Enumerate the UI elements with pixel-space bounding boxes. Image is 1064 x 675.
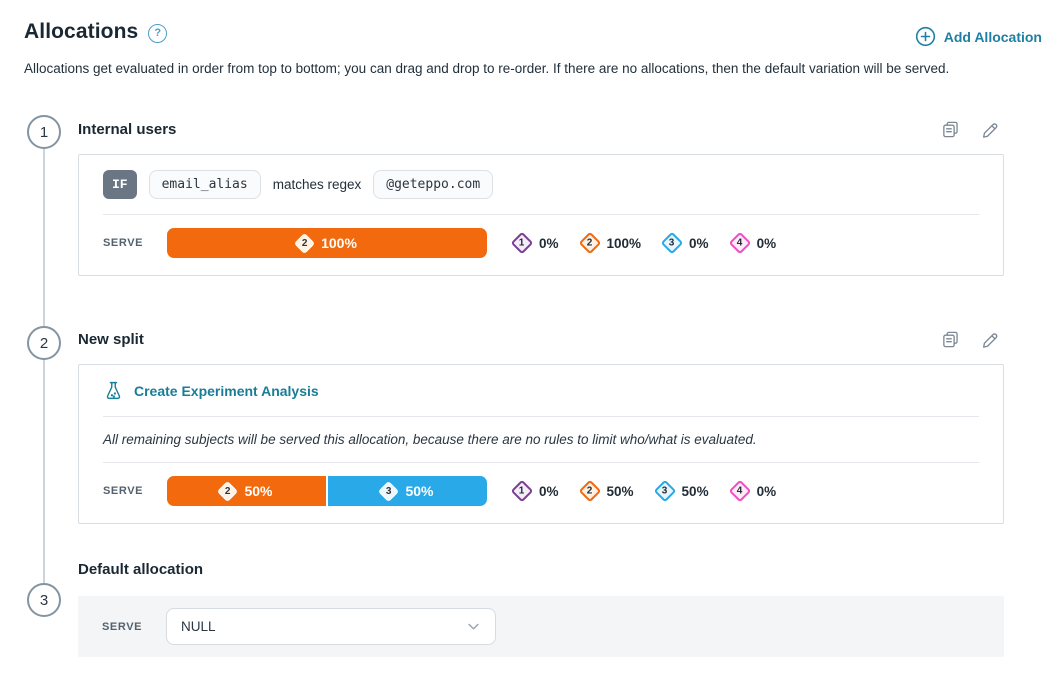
- default-allocation-panel: SERVE NULL: [78, 596, 1004, 657]
- step-number-1: 1: [27, 115, 61, 149]
- allocation-section-new-split: New split: [78, 326, 1004, 524]
- variation-summary-1: 1 0%: [510, 479, 559, 503]
- variation-summary-3: 3 0%: [660, 231, 709, 255]
- edit-pencil-icon[interactable]: [981, 330, 1000, 349]
- variation-summary-4: 4 0%: [728, 231, 777, 255]
- segment-percent: 50%: [405, 483, 434, 499]
- variation-2-diamond-icon: 2: [293, 232, 316, 254]
- variation-2-diamond-icon: 2: [578, 231, 601, 255]
- allocation-card: Create Experiment Analysis All remaining…: [78, 364, 1004, 524]
- variation-4-diamond-icon: 4: [728, 231, 751, 255]
- serve-row: SERVE 2 100% 1 0% 2: [103, 215, 979, 275]
- help-icon[interactable]: ?: [148, 23, 168, 43]
- if-keyword-badge: IF: [103, 170, 137, 199]
- serve-bar-segment-v2: 2 50%: [167, 476, 326, 506]
- selected-value: NULL: [181, 619, 216, 634]
- variation-summary-2: 2 50%: [578, 479, 634, 503]
- variation-2-diamond-icon: 2: [578, 479, 601, 503]
- flask-icon: [103, 380, 124, 401]
- variation-percent: 0%: [539, 483, 559, 499]
- allocation-note: All remaining subjects will be served th…: [103, 432, 757, 447]
- duplicate-icon[interactable]: [941, 330, 960, 349]
- allocation-card: IF email_alias matches regex @geteppo.co…: [78, 154, 1004, 276]
- timeline-connector: [43, 132, 45, 600]
- serve-label: SERVE: [103, 237, 144, 249]
- variation-3-diamond-icon: 3: [660, 231, 684, 255]
- variation-summary-2: 2 100%: [578, 231, 642, 255]
- plus-circle-icon: [915, 26, 936, 47]
- serve-label: SERVE: [103, 485, 144, 497]
- variation-summary-row: 1 0% 2 100% 3 0% 4 0%: [510, 231, 777, 255]
- variation-percent: 0%: [756, 235, 777, 251]
- allocation-name: New split: [78, 330, 144, 348]
- rule-row: IF email_alias matches regex @geteppo.co…: [103, 155, 979, 214]
- variation-summary-4: 4 0%: [728, 479, 777, 503]
- variation-3-diamond-icon: 3: [653, 479, 676, 503]
- default-allocation-section: Default allocation SERVE NULL: [78, 556, 1004, 657]
- default-allocation-title: Default allocation: [78, 560, 204, 578]
- serve-bar: 2 100%: [167, 228, 487, 258]
- variation-3-diamond-icon: 3: [378, 480, 400, 502]
- variation-percent: 0%: [756, 483, 777, 499]
- variation-percent: 50%: [681, 483, 709, 499]
- divider: [103, 214, 979, 215]
- step-number-3: 3: [27, 583, 61, 617]
- add-allocation-label: Add Allocation: [943, 28, 1042, 45]
- add-allocation-button[interactable]: Add Allocation: [915, 26, 1042, 47]
- serve-bar: 2 50% 3 50%: [167, 476, 487, 506]
- serve-label: SERVE: [102, 620, 143, 633]
- variation-summary-3: 3 50%: [653, 479, 709, 503]
- serve-row: SERVE 2 50% 3 50% 1: [103, 463, 979, 523]
- divider: [103, 416, 979, 417]
- allocation-section-internal-users: Internal users: [78, 116, 1004, 276]
- divider: [103, 462, 979, 463]
- step-number-2: 2: [27, 326, 61, 360]
- variation-summary-1: 1 0%: [510, 231, 559, 255]
- variation-percent: 0%: [689, 235, 709, 251]
- variation-1-diamond-icon: 1: [510, 479, 534, 503]
- duplicate-icon[interactable]: [941, 120, 960, 139]
- segment-percent: 50%: [244, 483, 273, 499]
- serve-bar-segment-v3: 3 50%: [328, 476, 487, 506]
- variation-2-diamond-icon: 2: [217, 480, 239, 502]
- page-description: Allocations get evaluated in order from …: [24, 61, 950, 76]
- experiment-link-row: Create Experiment Analysis: [103, 365, 979, 416]
- create-experiment-analysis-link[interactable]: Create Experiment Analysis: [134, 382, 319, 399]
- edit-pencil-icon[interactable]: [981, 120, 1000, 139]
- rule-value-chip: @geteppo.com: [373, 170, 494, 199]
- chevron-down-icon: [466, 619, 481, 634]
- segment-percent: 100%: [321, 235, 357, 251]
- serve-bar-segment-v2: 2 100%: [167, 228, 487, 258]
- page-title: Allocations: [24, 20, 139, 43]
- default-variation-select[interactable]: NULL: [166, 608, 496, 645]
- allocation-name: Internal users: [78, 120, 177, 138]
- variation-1-diamond-icon: 1: [510, 231, 534, 255]
- variation-4-diamond-icon: 4: [728, 479, 751, 503]
- variation-percent: 0%: [539, 235, 559, 251]
- variation-percent: 100%: [606, 235, 642, 251]
- rule-attribute-chip: email_alias: [148, 170, 261, 199]
- variation-percent: 50%: [606, 483, 634, 499]
- page-header: Allocations ? Add Allocation: [0, 0, 1064, 47]
- variation-summary-row: 1 0% 2 50% 3 50% 4 0%: [510, 479, 777, 503]
- rule-operator: matches regex: [272, 177, 362, 192]
